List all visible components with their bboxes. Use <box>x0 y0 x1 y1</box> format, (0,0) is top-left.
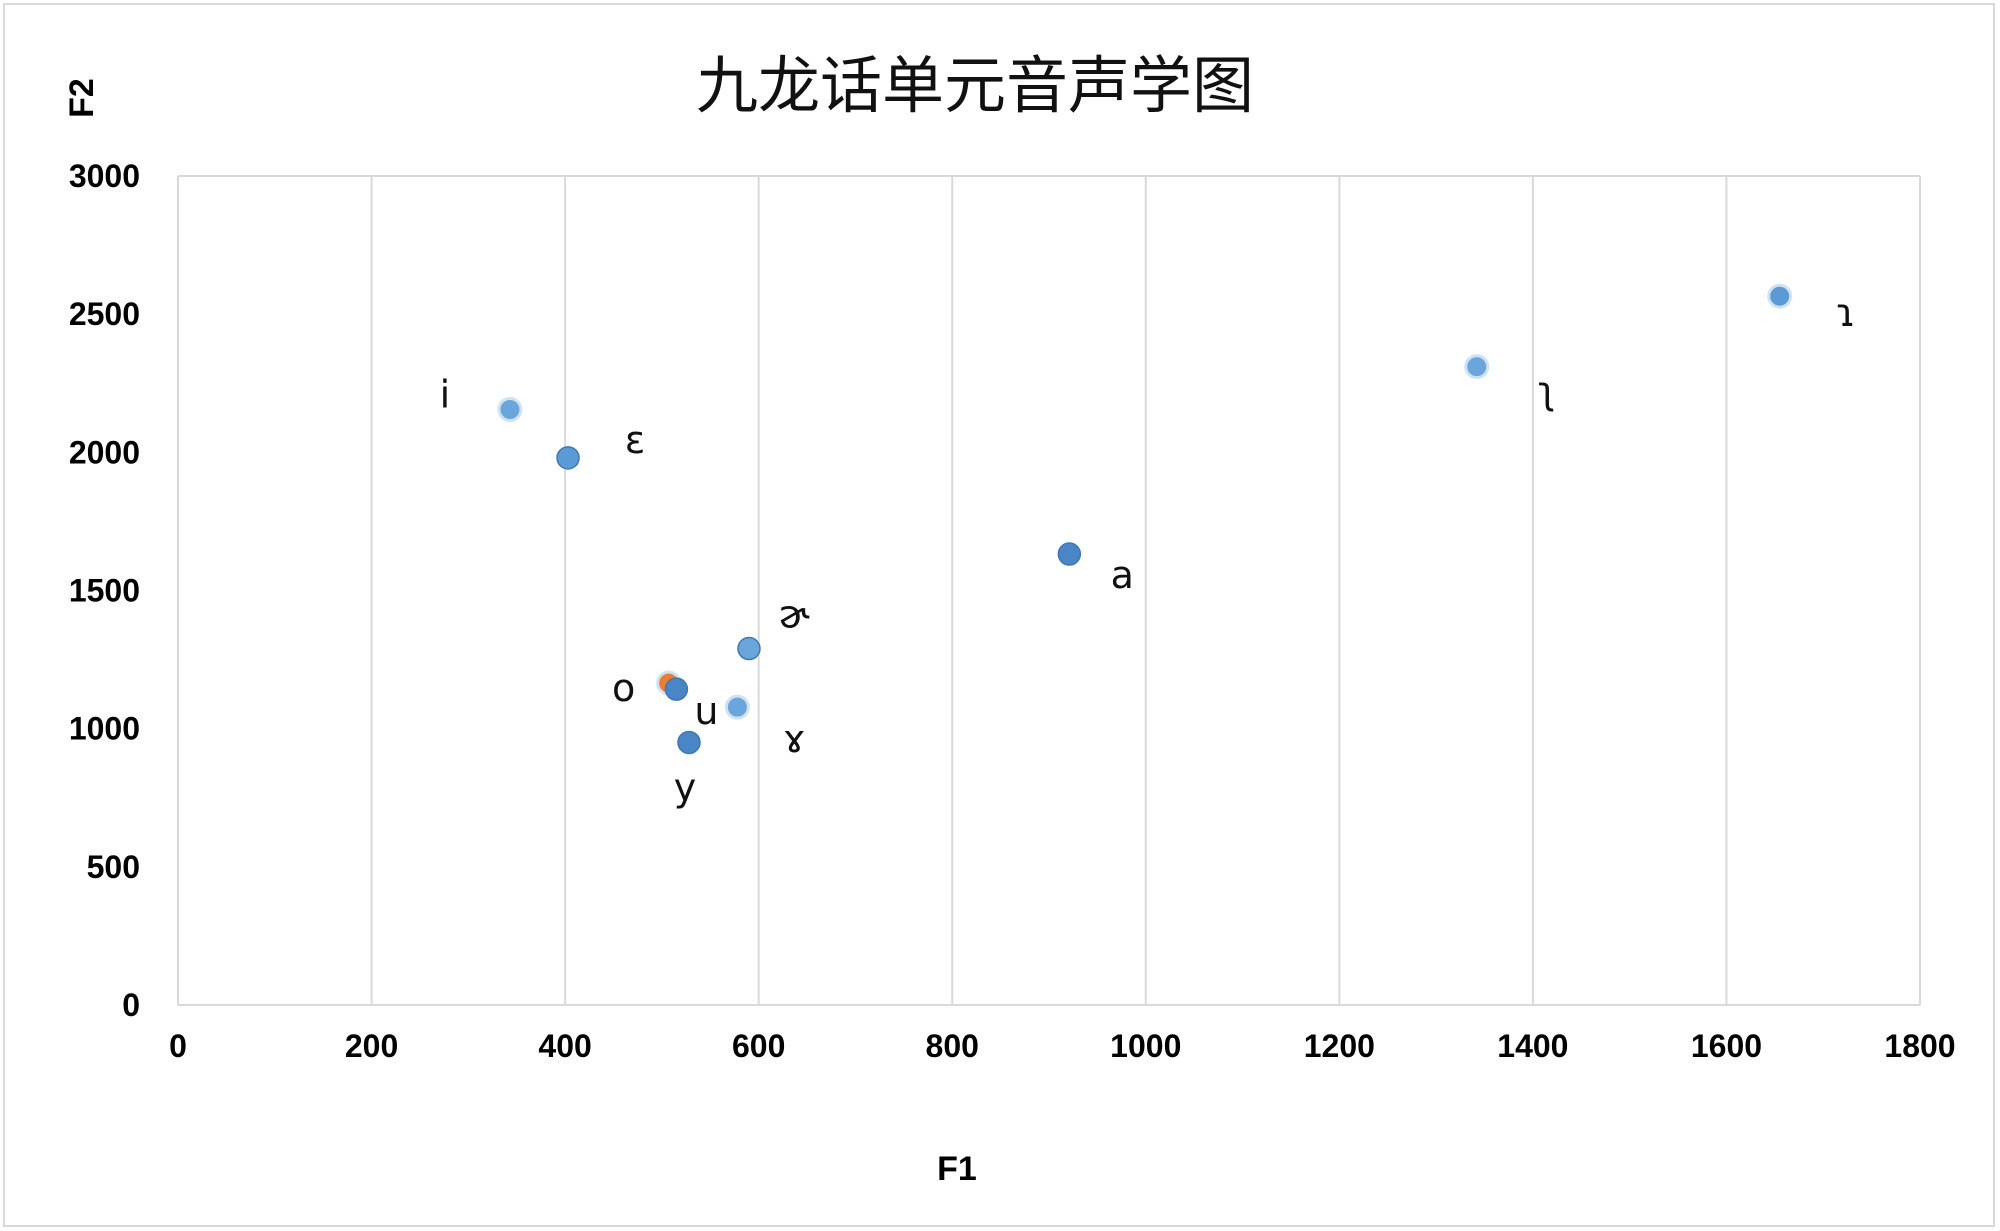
point-label: ʅ <box>1538 369 1556 413</box>
point-label: i <box>440 373 451 417</box>
point-label: ɤ <box>783 717 806 761</box>
x-tick-label: 600 <box>732 1028 785 1064</box>
data-point <box>1464 354 1490 380</box>
point-label: o <box>612 666 635 710</box>
x-tick-label: 1800 <box>1884 1028 1955 1064</box>
x-tick-label: 400 <box>538 1028 591 1064</box>
grid-layer <box>177 175 1921 1006</box>
y-tick-label: 2500 <box>69 296 140 332</box>
data-point <box>556 446 580 470</box>
data-point <box>724 694 750 720</box>
x-tick-label: 0 <box>169 1028 187 1064</box>
point-label: ɿ <box>1836 291 1856 335</box>
y-tick-label: 0 <box>122 987 140 1023</box>
point-label: ɛ <box>625 418 646 462</box>
tick-layer: 0 200 400 600 800 1000 1200 1400 1600 1800 0 500 100… <box>69 158 1956 1064</box>
chart-title: 九龙话单元音声学图 <box>696 49 1254 122</box>
label-layer: i ɛ a ɚ o u ɤ y ʅ ɿ <box>440 291 1856 809</box>
x-tick-label: 200 <box>345 1028 398 1064</box>
y-tick-label: 1000 <box>69 711 140 747</box>
data-point <box>1767 283 1793 309</box>
y-tick-label: 3000 <box>69 158 140 194</box>
x-tick-label: 1000 <box>1110 1028 1181 1064</box>
point-label: a <box>1111 553 1134 597</box>
point-label: u <box>694 689 718 733</box>
point-layer <box>497 283 1793 755</box>
point-label: ɚ <box>778 593 809 637</box>
data-point <box>677 730 701 755</box>
data-point <box>1057 542 1082 566</box>
chart-frame <box>3 3 1995 1227</box>
x-axis-title: F1 <box>937 1150 977 1188</box>
x-tick-label: 1200 <box>1304 1028 1375 1064</box>
x-tick-label: 1400 <box>1497 1028 1568 1064</box>
y-axis-title: F2 <box>63 78 101 118</box>
y-tick-label: 500 <box>87 849 140 885</box>
y-tick-label: 2000 <box>69 434 140 470</box>
y-tick-label: 1500 <box>69 573 140 609</box>
data-point <box>664 677 689 701</box>
data-point <box>497 397 523 423</box>
data-point <box>737 636 761 661</box>
x-tick-label: 800 <box>926 1028 979 1064</box>
point-label: y <box>674 765 697 809</box>
x-tick-label: 1600 <box>1691 1028 1762 1064</box>
